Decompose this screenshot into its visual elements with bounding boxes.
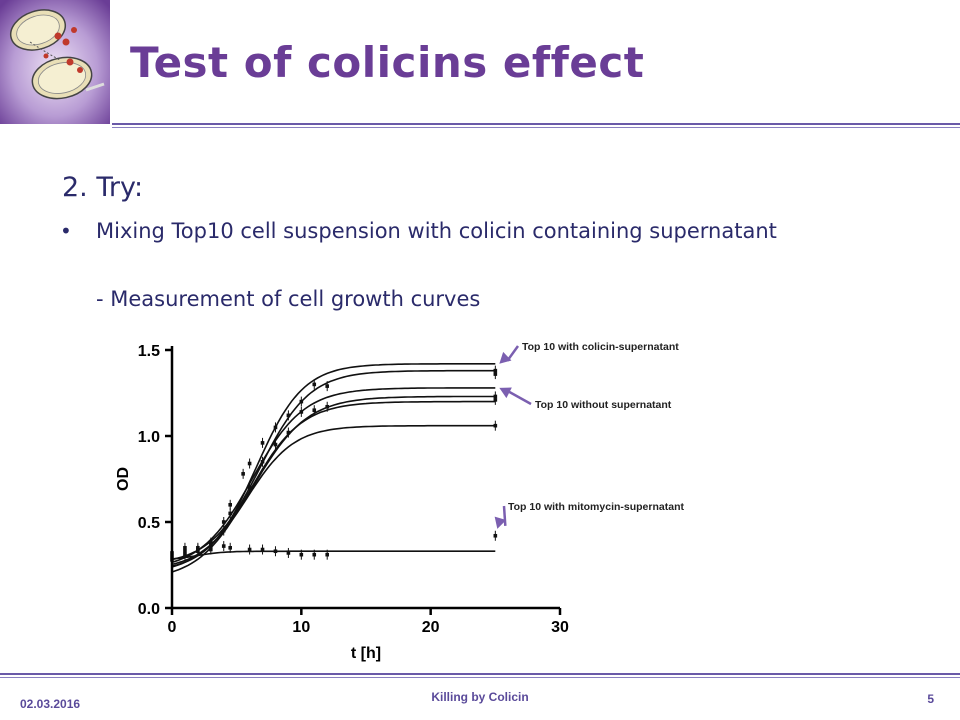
data-point [273,549,278,554]
data-point [260,460,265,464]
data-point [273,425,278,430]
annotation-arrowhead [499,387,512,399]
data-point [221,520,226,524]
data-point [196,547,200,552]
data-point [325,552,329,557]
annotation-arrow-line [506,389,532,406]
growth-curve [171,550,496,560]
data-point [228,503,232,507]
x-tick-label: 10 [292,619,310,636]
data-point [221,528,226,533]
data-point [493,398,498,402]
y-tick-label: 0.5 [138,515,160,532]
page-number: 5 [927,692,934,706]
y-tick-label: 0.0 [138,601,160,618]
data-point [312,408,317,412]
data-point [493,372,498,376]
data-point [247,547,252,552]
data-point [312,552,317,557]
data-point [493,533,498,538]
growth-curve [171,387,496,564]
y-tick-label: 1.0 [138,429,160,446]
x-tick-label: 30 [551,619,569,636]
data-point [286,430,291,435]
sub-item-text: - Measurement of cell growth curves [96,287,481,311]
growth-curve [171,395,496,568]
data-point [299,399,304,404]
data-point [228,546,232,550]
annotation-label: Top 10 with colicin-supernatant [522,341,679,353]
y-axis-label: OD [115,467,132,491]
data-point [493,423,498,428]
x-tick-label: 20 [422,619,440,636]
footer-divider-thin [0,677,960,678]
title-divider-thin [112,127,960,128]
data-point [299,410,304,414]
data-point [286,551,291,555]
data-point [286,413,291,418]
data-point [241,472,245,476]
x-tick-label: 0 [168,619,177,636]
bullet-marker: • [60,219,72,243]
data-point [228,511,232,516]
y-tick-label: 1.5 [138,343,160,360]
footer-title: Killing by Colicin [431,690,529,704]
data-point [260,547,265,552]
data-point [299,552,304,557]
footer-divider [0,673,960,675]
logo-image [0,0,110,124]
data-point [312,382,317,387]
title-divider [112,123,960,125]
growth-curve [171,400,496,573]
annotation-arrow-line [502,505,507,526]
data-point [221,544,226,548]
page-title: Test of colicins effect [130,38,645,87]
data-point [209,547,213,552]
growth-curve [171,424,496,566]
data-point [325,404,329,409]
growth-curve [171,369,496,561]
footer-date: 02.03.2016 [20,697,81,711]
bullet-text: Mixing Top10 cell suspension with colici… [96,219,777,243]
data-point [209,540,213,545]
data-point [247,461,252,466]
data-point [273,442,278,447]
section-heading: 2. Try: [62,172,144,203]
annotation-label: Top 10 with mitomycin-supernatant [508,501,684,513]
annotation-arrowhead [499,351,512,364]
growth-curve-chart: 0.0 0.5 1.0 1.5 0 10 20 30 Top 10 with colicin-… [115,341,684,662]
data-point [247,485,252,490]
x-axis-label: t [h] [351,645,381,662]
annotation-arrowhead [494,516,507,529]
annotation-label: Top 10 without supernatant [535,399,672,411]
data-point [325,384,329,388]
data-point [260,441,265,445]
data-point [183,546,187,550]
